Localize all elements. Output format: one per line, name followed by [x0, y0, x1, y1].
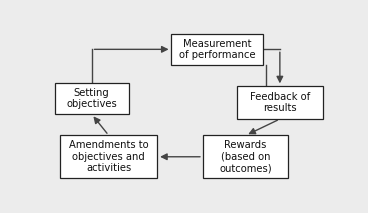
FancyBboxPatch shape [203, 135, 289, 178]
FancyBboxPatch shape [54, 83, 129, 114]
FancyBboxPatch shape [60, 135, 157, 178]
FancyBboxPatch shape [237, 86, 323, 119]
FancyBboxPatch shape [171, 34, 263, 65]
Text: Amendments to
objectives and
activities: Amendments to objectives and activities [69, 140, 149, 173]
Text: Setting
objectives: Setting objectives [66, 88, 117, 109]
Text: Measurement
of performance: Measurement of performance [179, 39, 255, 60]
Text: Feedback of
results: Feedback of results [250, 92, 310, 114]
Text: Rewards
(based on
outcomes): Rewards (based on outcomes) [219, 140, 272, 173]
